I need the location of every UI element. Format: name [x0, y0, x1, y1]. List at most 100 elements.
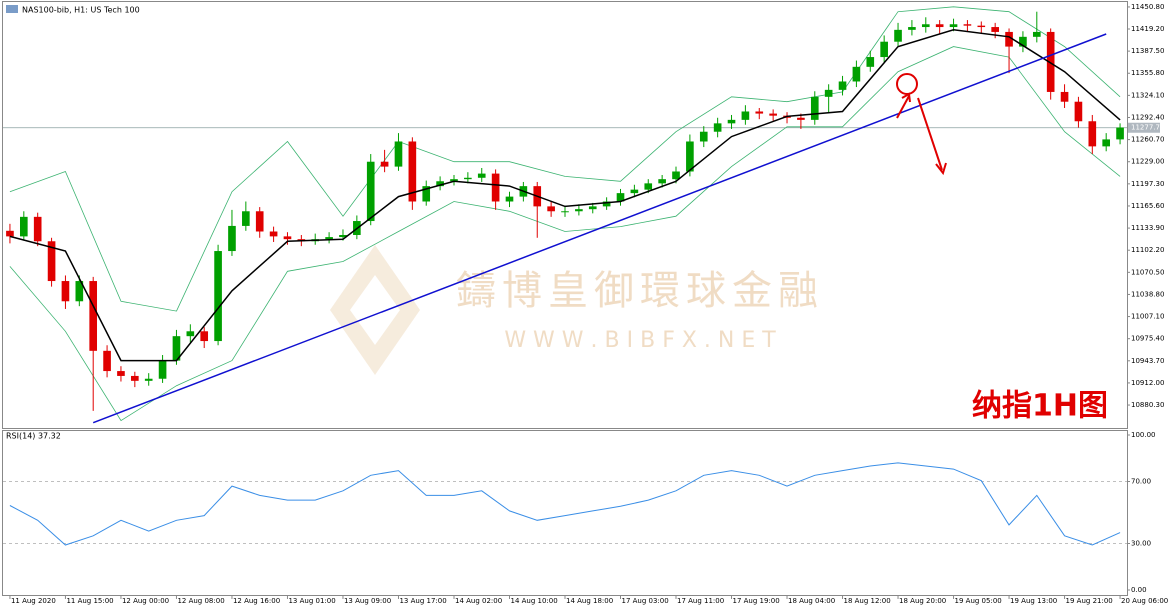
- candle-body: [852, 66, 861, 82]
- x-tick-label: 12 Aug 00:00: [122, 597, 169, 605]
- y-tick-label: 10880.30: [1131, 401, 1164, 409]
- y-tick-label: 11133.90: [1131, 224, 1164, 232]
- candle-body: [644, 183, 653, 190]
- candle-body: [588, 206, 597, 210]
- candle-body: [547, 206, 555, 212]
- y-tick-label: 11292.40: [1131, 113, 1164, 121]
- candle-body: [255, 211, 264, 232]
- x-tick-label: 18 Aug 20:00: [899, 597, 946, 605]
- series-line: [9, 46, 1121, 422]
- y-tick-label: 11387.50: [1131, 47, 1164, 55]
- x-tick-label: 12 Aug 08:00: [177, 597, 224, 605]
- candle-body: [283, 236, 292, 240]
- candle-body: [935, 24, 944, 28]
- candle-body: [144, 378, 153, 381]
- candle-body: [963, 24, 972, 26]
- y-tick-label: 11229.00: [1131, 158, 1164, 166]
- candle-body: [672, 171, 680, 180]
- x-tick-label: 17 Aug 19:00: [733, 597, 780, 605]
- annotation: 纳指1H图: [972, 389, 1108, 424]
- y-tick-label: 11450.80: [1131, 3, 1164, 11]
- x-tick-label: 19 Aug 13:00: [1010, 597, 1057, 605]
- candle-body: [824, 89, 833, 97]
- x-tick-label: 13 Aug 09:00: [344, 597, 391, 605]
- chart-title: NAS100-bib, H1: US Tech 100: [22, 6, 140, 15]
- y-tick-label: 11355.80: [1131, 69, 1164, 77]
- rsi-title: RSI(14) 37.32: [6, 432, 61, 441]
- candle-body: [477, 173, 486, 178]
- candle-body: [61, 281, 70, 302]
- y-tick-label: 11070.50: [1131, 268, 1164, 276]
- candle-body: [616, 193, 625, 202]
- candle-body: [6, 230, 14, 237]
- candle-body: [505, 196, 514, 202]
- candle-body: [797, 117, 805, 120]
- candle-body: [380, 161, 389, 167]
- x-tick-label: 11 Aug 2020: [11, 597, 56, 605]
- candle-body: [1116, 127, 1124, 140]
- x-tick-label: 14 Aug 18:00: [566, 597, 613, 605]
- symbol-icon: [6, 5, 18, 13]
- series-line: [92, 33, 1107, 424]
- candle-body: [464, 177, 472, 180]
- candle-body: [131, 375, 139, 381]
- y-tick-label: 10975.40: [1131, 335, 1164, 343]
- candle-body: [977, 25, 986, 28]
- rsi-tick-label: 100.00: [1131, 431, 1156, 439]
- candle-body: [741, 111, 750, 120]
- candle-body: [422, 186, 431, 202]
- watermark-logo: [330, 245, 420, 375]
- y-tick-label: 11007.10: [1131, 313, 1164, 321]
- candle-body: [33, 216, 42, 242]
- candle-body: [1102, 139, 1111, 147]
- candle-body: [1074, 101, 1083, 122]
- candle-body: [47, 241, 56, 282]
- candle-body: [408, 141, 417, 202]
- candle-body: [158, 360, 167, 379]
- candle-body: [1060, 91, 1069, 102]
- x-tick-label: 20 Aug 06:00: [1121, 597, 1168, 605]
- x-tick-label: 18 Aug 12:00: [844, 597, 891, 605]
- candle-body: [575, 209, 583, 212]
- rsi-plot: [3, 462, 1127, 546]
- series-line: [9, 6, 1121, 312]
- candle-body: [866, 57, 875, 67]
- candle-body: [991, 27, 999, 32]
- series-line: [9, 462, 1121, 546]
- candle-body: [1019, 36, 1027, 47]
- candle-body: [1088, 121, 1097, 147]
- rsi-tick-label: 30.00: [1131, 540, 1151, 548]
- candle-body: [89, 281, 98, 351]
- y-tick-label: 10912.00: [1131, 379, 1164, 387]
- x-tick-label: 14 Aug 02:00: [455, 597, 502, 605]
- candle-body: [491, 173, 500, 202]
- candle-body: [658, 179, 666, 184]
- series-line: [9, 29, 1121, 362]
- candle-body: [450, 179, 458, 182]
- y-tick-label: 10943.70: [1131, 357, 1164, 365]
- candle-body: [436, 181, 444, 187]
- candle-body: [394, 141, 403, 167]
- candle-body: [366, 161, 375, 222]
- candle-body: [561, 211, 569, 213]
- candle-body: [810, 96, 819, 120]
- candle-body: [713, 123, 722, 132]
- y-tick-label: 11197.30: [1131, 180, 1164, 188]
- candle-body: [1032, 31, 1041, 37]
- candle-body: [699, 131, 708, 142]
- rsi-tick-label: 0.00: [1131, 586, 1147, 594]
- forecast-arrows: [896, 73, 947, 176]
- candle-body: [242, 211, 250, 226]
- candle-body: [103, 350, 111, 372]
- main-frame: [2, 1, 1128, 429]
- x-tick-label: 14 Aug 10:00: [510, 597, 557, 605]
- candle-body: [228, 225, 236, 252]
- candle-body: [908, 27, 916, 30]
- candle-body: [949, 24, 958, 28]
- x-tick-label: 19 Aug 21:00: [1066, 597, 1113, 605]
- watermark-url: W W W . B I B F X . N E T: [504, 328, 776, 353]
- x-tick-label: 18 Aug 04:00: [788, 597, 835, 605]
- candle-body: [630, 189, 639, 194]
